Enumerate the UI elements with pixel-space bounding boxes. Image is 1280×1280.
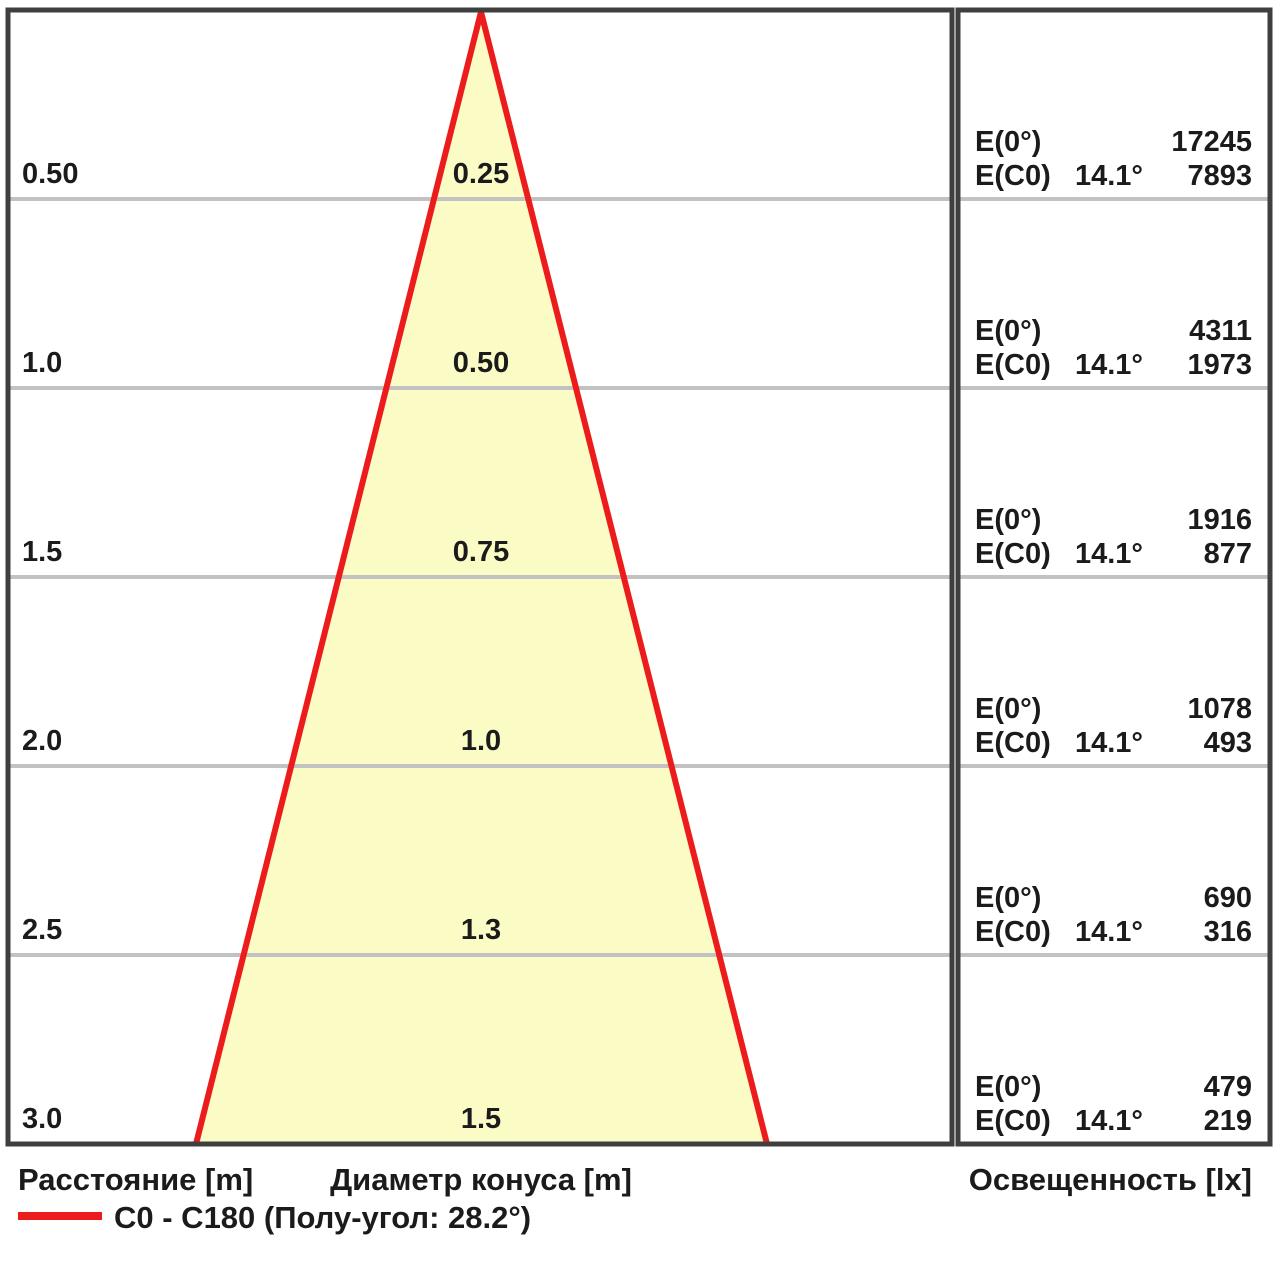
distance-label: 2.5 <box>22 914 62 946</box>
e0-label: E(0°) <box>975 882 1041 914</box>
legend-label: C0 - C180 (Полу-угол: 28.2°) <box>114 1200 531 1235</box>
cone-diameter-axis-label: Диаметр конуса [m] <box>330 1162 632 1197</box>
ec0-label: E(C0) <box>975 349 1051 381</box>
cone-edge-left <box>193 11 484 1145</box>
e0-value: 4311 <box>1189 315 1252 347</box>
ec0-value: 316 <box>1204 916 1252 948</box>
distance-label: 1.0 <box>22 347 62 379</box>
table-row: 1.5 0.75 E(0°) 1916 E(C0) 14.1° 877 <box>22 504 1252 570</box>
ec0-label: E(C0) <box>975 727 1051 759</box>
e0-value: 1916 <box>1187 504 1252 536</box>
cone-diameter-label: 0.75 <box>453 536 509 568</box>
table-row: 2.5 1.3 E(0°) 690 E(C0) 14.1° 316 <box>22 882 1252 948</box>
ec0-label: E(C0) <box>975 538 1051 570</box>
ec0-angle: 14.1° <box>1075 1105 1143 1137</box>
ec0-value: 1973 <box>1187 349 1252 381</box>
ec0-value: 7893 <box>1187 160 1252 192</box>
distance-label: 0.50 <box>22 158 78 190</box>
e0-label: E(0°) <box>975 1071 1041 1103</box>
e0-label: E(0°) <box>975 504 1041 536</box>
ec0-value: 493 <box>1204 727 1252 759</box>
ec0-value: 219 <box>1204 1105 1252 1137</box>
e0-label: E(0°) <box>975 315 1041 347</box>
illuminance-panel-grid <box>960 197 1268 957</box>
cone-diameter-label: 1.3 <box>461 914 501 946</box>
table-row: 0.50 0.25 E(0°) 17245 E(C0) 14.1° 7893 <box>22 126 1252 192</box>
table-row: 2.0 1.0 E(0°) 1078 E(C0) 14.1° 493 <box>22 693 1252 759</box>
ec0-value: 877 <box>1204 538 1252 570</box>
distance-axis-label: Расстояние [m] <box>18 1162 253 1197</box>
table-row: 3.0 1.5 E(0°) 479 E(C0) 14.1° 219 <box>22 1071 1252 1137</box>
ec0-angle: 14.1° <box>1075 916 1143 948</box>
ec0-angle: 14.1° <box>1075 727 1143 759</box>
distance-label: 3.0 <box>22 1103 62 1135</box>
table-row: 1.0 0.50 E(0°) 4311 E(C0) 14.1° 1973 <box>22 315 1252 381</box>
distance-label: 2.0 <box>22 725 62 757</box>
distance-label: 1.5 <box>22 536 62 568</box>
ec0-angle: 14.1° <box>1075 160 1143 192</box>
e0-label: E(0°) <box>975 126 1041 158</box>
ec0-label: E(C0) <box>975 160 1051 192</box>
e0-label: E(0°) <box>975 693 1041 725</box>
e0-value: 479 <box>1204 1071 1252 1103</box>
cone-diameter-label: 1.0 <box>461 725 501 757</box>
cone-edge-right <box>478 11 770 1145</box>
cone-panel-grid <box>10 197 950 957</box>
e0-value: 690 <box>1204 882 1252 914</box>
e0-value: 1078 <box>1187 693 1252 725</box>
cone-panel-border <box>5 7 955 1147</box>
legend: C0 - C180 (Полу-угол: 28.2°) <box>18 1200 531 1235</box>
ec0-label: E(C0) <box>975 916 1051 948</box>
illuminance-axis-label: Освещенность [lx] <box>969 1162 1252 1197</box>
illuminance-panel-border <box>955 7 1273 1147</box>
footer-labels: Расстояние [m] Диаметр конуса [m] Освеще… <box>18 1162 1252 1197</box>
ec0-angle: 14.1° <box>1075 349 1143 381</box>
cone-diameter-label: 0.50 <box>453 347 509 379</box>
ec0-angle: 14.1° <box>1075 538 1143 570</box>
ec0-label: E(C0) <box>975 1105 1051 1137</box>
e0-value: 17245 <box>1171 126 1252 158</box>
cone-diameter-label: 1.5 <box>461 1103 501 1135</box>
cone-diameter-label: 0.25 <box>453 158 509 190</box>
